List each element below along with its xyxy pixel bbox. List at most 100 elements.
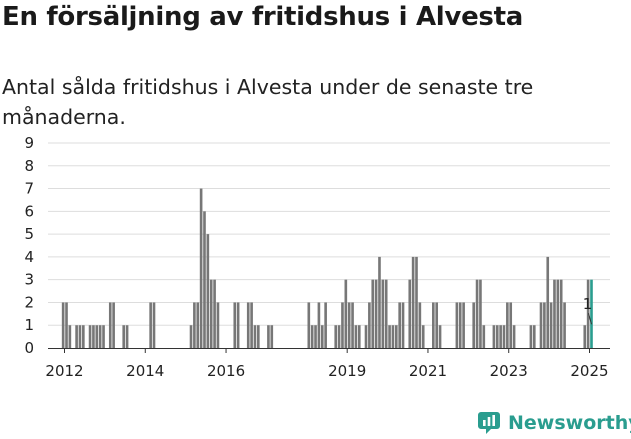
y-tick-label: 0 <box>24 339 34 357</box>
bar <box>213 279 216 348</box>
bar <box>391 325 395 348</box>
y-tick-label: 2 <box>24 293 34 311</box>
bar <box>512 325 516 348</box>
bar <box>374 279 378 348</box>
bar <box>475 279 479 348</box>
bar <box>75 325 78 348</box>
bar <box>455 302 459 348</box>
bar <box>324 302 327 348</box>
bar <box>334 325 338 348</box>
bar <box>411 256 415 348</box>
bar <box>543 302 546 348</box>
bar <box>532 325 536 348</box>
bar <box>253 325 257 348</box>
bar <box>381 279 385 348</box>
bar <box>61 302 65 348</box>
bar <box>112 302 115 348</box>
bar <box>125 325 129 348</box>
bar <box>152 302 156 348</box>
bar <box>257 325 260 348</box>
bar <box>209 279 213 348</box>
x-tick-label: 2025 <box>570 362 608 380</box>
bar <box>479 279 482 348</box>
bar <box>371 279 375 348</box>
bar <box>583 325 587 348</box>
bar <box>364 325 368 348</box>
bar <box>553 279 556 348</box>
newsworthy-logo-icon <box>478 412 500 434</box>
bar <box>408 279 412 348</box>
x-tick-label: 2019 <box>328 362 366 380</box>
x-tick-label: 2012 <box>45 362 83 380</box>
bar <box>267 325 270 348</box>
bar <box>499 325 502 348</box>
bar <box>398 302 401 348</box>
bar <box>546 256 550 348</box>
bar <box>98 325 102 348</box>
bar <box>233 302 237 348</box>
bar <box>314 325 317 348</box>
bar <box>421 325 425 348</box>
bar <box>216 302 220 348</box>
y-tick-label: 5 <box>24 225 34 243</box>
y-tick-label: 6 <box>24 202 34 220</box>
bar <box>590 279 593 348</box>
bar <box>482 325 486 348</box>
bar <box>149 302 152 348</box>
bar <box>344 279 348 348</box>
bar <box>193 302 196 348</box>
x-tick-label: 2014 <box>126 362 164 380</box>
y-tick-label: 3 <box>24 271 34 289</box>
bar <box>432 302 435 348</box>
bar <box>462 302 465 348</box>
bar <box>415 256 418 348</box>
bar <box>307 302 311 348</box>
annotation-leader <box>588 313 592 325</box>
bar <box>122 325 126 348</box>
bar <box>472 302 476 348</box>
bar <box>458 302 462 348</box>
bar <box>196 302 200 348</box>
bar <box>506 302 509 348</box>
bar <box>438 325 442 348</box>
bar <box>384 279 388 348</box>
bar <box>495 325 499 348</box>
bar <box>394 325 398 348</box>
bar <box>549 302 553 348</box>
bar <box>509 302 513 348</box>
bar <box>189 325 193 348</box>
bar <box>317 302 321 348</box>
bar <box>351 302 354 348</box>
brand-logo: Newsworthy <box>477 408 631 438</box>
bar <box>556 279 560 348</box>
bar <box>102 325 105 348</box>
bar <box>95 325 99 348</box>
bar <box>492 325 496 348</box>
bar <box>341 302 344 348</box>
bar <box>88 325 92 348</box>
bar <box>502 325 506 348</box>
bar <box>354 325 358 348</box>
bar <box>246 302 250 348</box>
bar <box>401 302 405 348</box>
x-tick-label: 2016 <box>207 362 245 380</box>
bar <box>78 325 82 348</box>
bar <box>539 302 543 348</box>
bar <box>337 325 341 348</box>
bar <box>206 234 210 348</box>
bar <box>250 302 253 348</box>
brand-name: Newsworthy <box>508 412 631 434</box>
bar <box>270 325 274 348</box>
bar <box>357 325 361 348</box>
bar <box>92 325 95 348</box>
bar <box>529 325 533 348</box>
bar <box>368 302 371 348</box>
y-tick-label: 8 <box>24 157 34 175</box>
y-tick-label: 4 <box>24 248 34 266</box>
bar <box>108 302 112 348</box>
bar <box>82 325 85 348</box>
x-tick-label: 2023 <box>490 362 528 380</box>
y-tick-label: 1 <box>24 316 34 334</box>
bar <box>435 302 439 348</box>
bar <box>320 325 324 348</box>
